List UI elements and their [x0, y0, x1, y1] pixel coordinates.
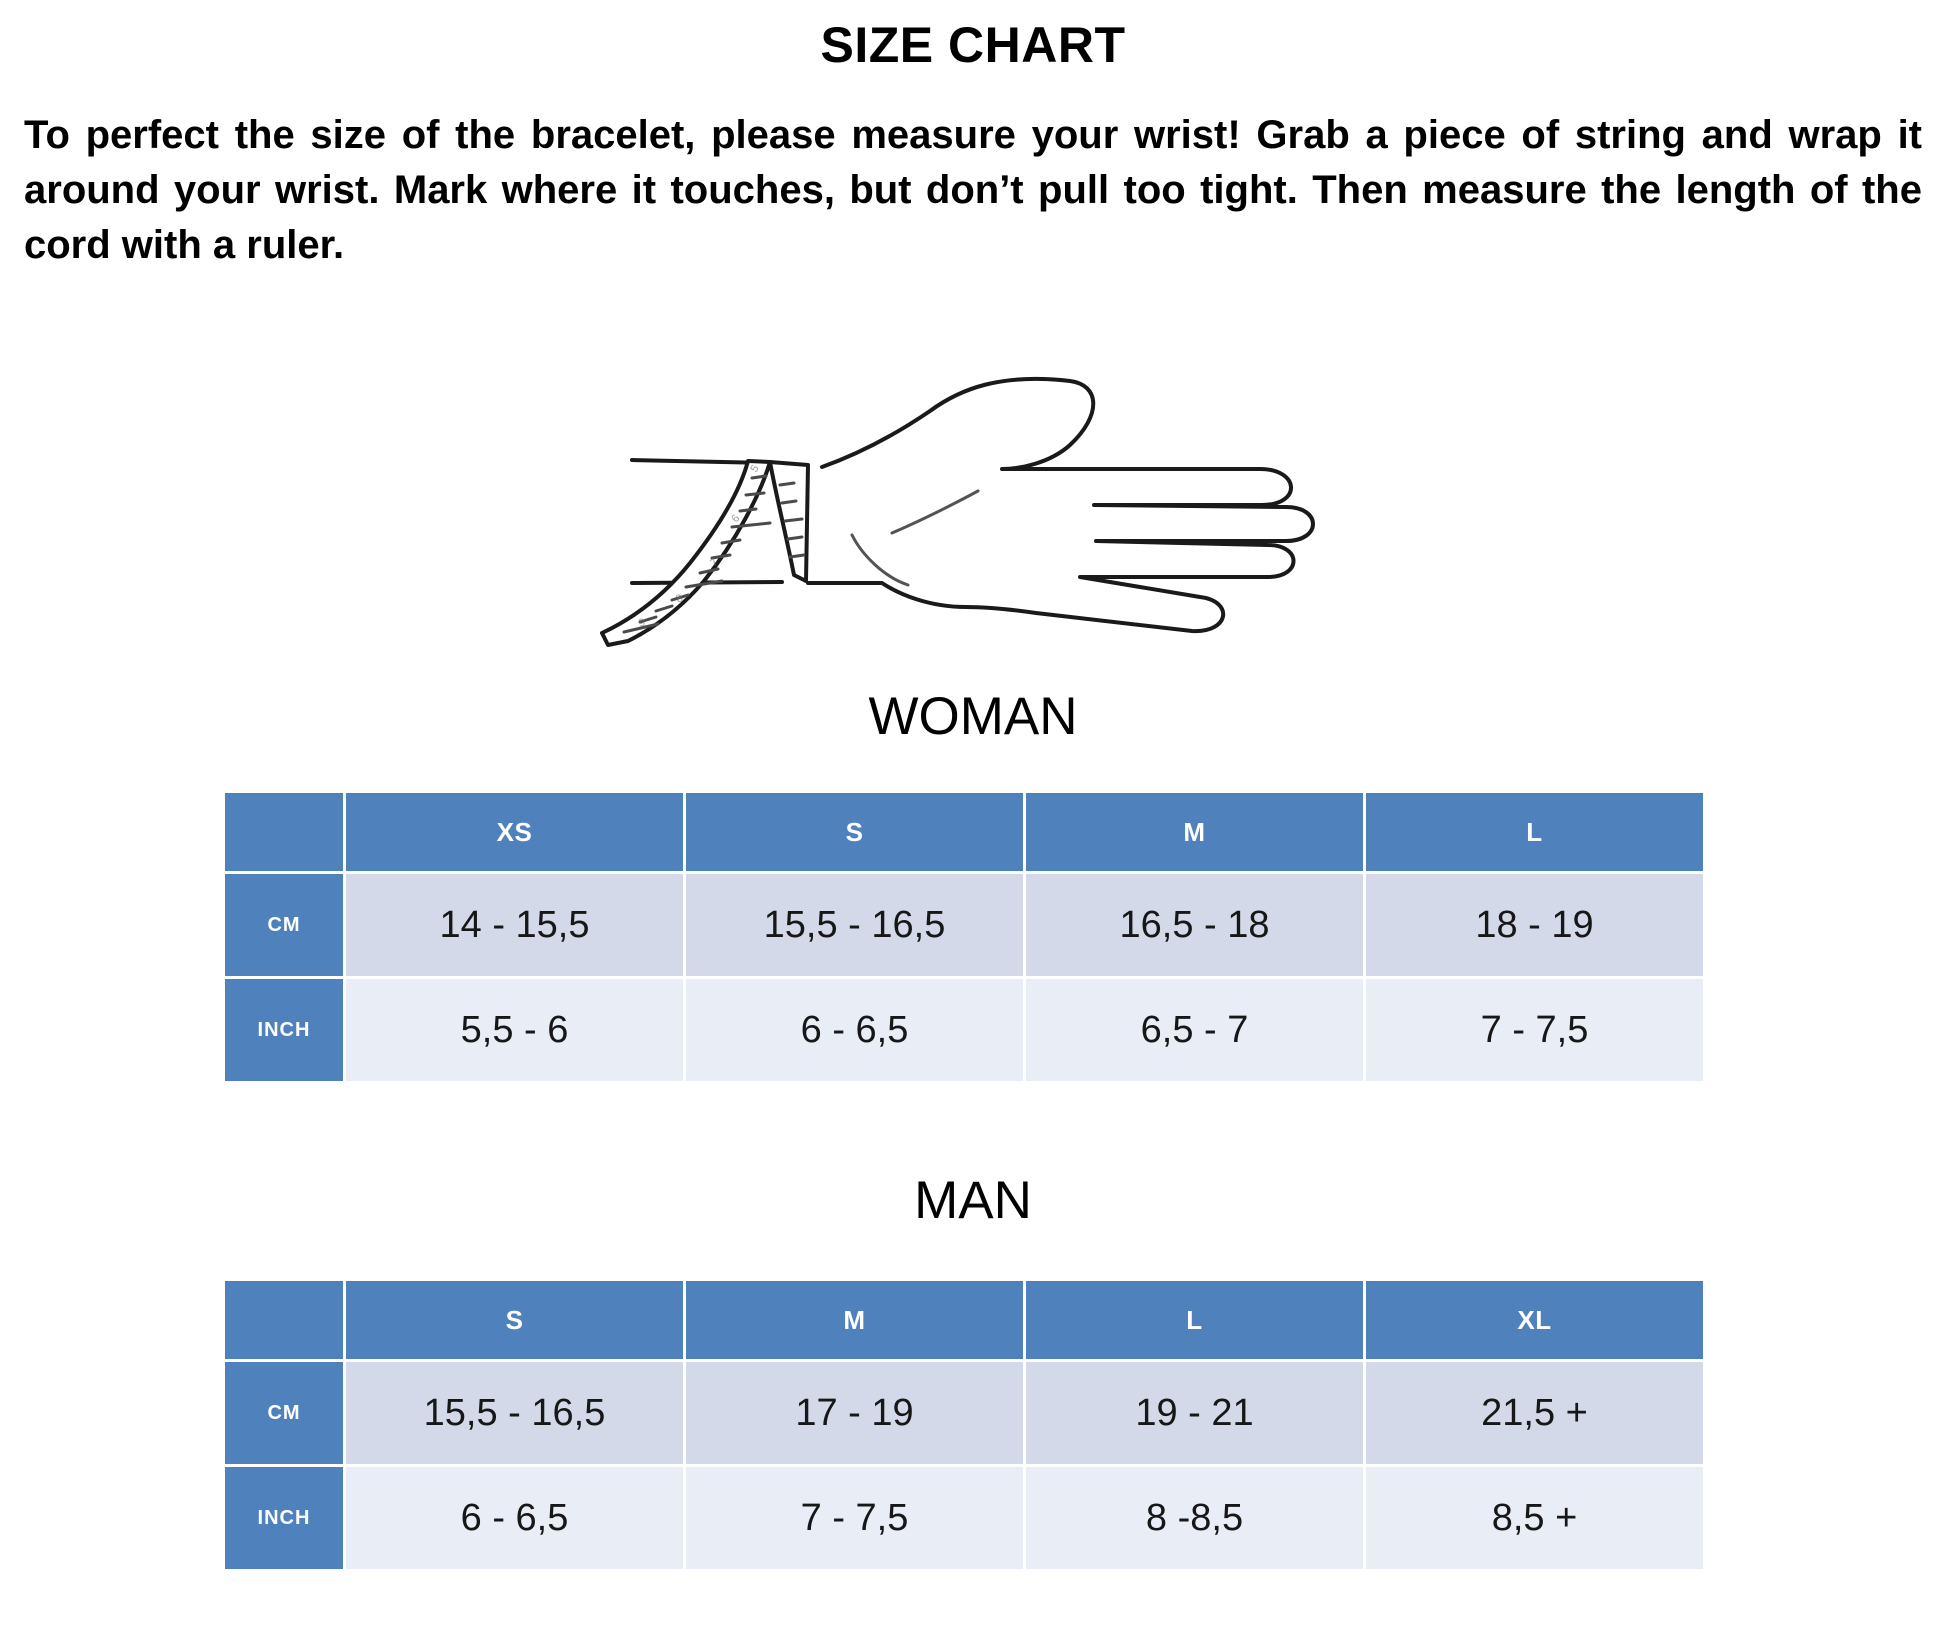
- header-corner-cell: [225, 793, 343, 871]
- page-title: SIZE CHART: [820, 17, 1126, 73]
- row-label-inch: INCH: [225, 1467, 343, 1569]
- section-heading-woman: WOMAN: [868, 687, 1078, 746]
- cell-man-inch-m: 7 - 7,5: [686, 1467, 1023, 1569]
- table-row-cm: CM 15,5 - 16,5 17 - 19 19 - 21 21,5 +: [225, 1362, 1703, 1464]
- cell-man-inch-s: 6 - 6,5: [346, 1467, 683, 1569]
- tape-tick-marks: [622, 474, 806, 634]
- cell-woman-inch-s: 6 - 6,5: [686, 979, 1023, 1081]
- table-header-row: XS S M L: [225, 793, 1703, 871]
- hand-with-measuring-tape-illustration: 5 6 7 8 9: [600, 345, 1340, 655]
- svg-text:8: 8: [674, 592, 685, 605]
- cell-woman-cm-xs: 14 - 15,5: [346, 874, 683, 976]
- cell-woman-cm-l: 18 - 19: [1366, 874, 1703, 976]
- hand-illustration-svg: 5 6 7 8 9: [600, 376, 1315, 647]
- cell-woman-inch-xs: 5,5 - 6: [346, 979, 683, 1081]
- cell-man-cm-xl: 21,5 +: [1366, 1362, 1703, 1464]
- column-header-s: S: [686, 793, 1023, 871]
- row-label-cm: CM: [225, 1362, 343, 1464]
- column-header-l: L: [1366, 793, 1703, 871]
- cell-woman-inch-m: 6,5 - 7: [1026, 979, 1363, 1081]
- measuring-tape: 5 6 7 8 9: [600, 459, 810, 647]
- table-body-man: CM 15,5 - 16,5 17 - 19 19 - 21 21,5 + IN…: [225, 1362, 1703, 1569]
- row-label-cm: CM: [225, 874, 343, 976]
- header-corner-cell: [225, 1281, 343, 1359]
- cell-man-inch-l: 8 -8,5: [1026, 1467, 1363, 1569]
- table-row-cm: CM 14 - 15,5 15,5 - 16,5 16,5 - 18 18 - …: [225, 874, 1703, 976]
- cell-man-cm-s: 15,5 - 16,5: [346, 1362, 683, 1464]
- column-header-m: M: [686, 1281, 1023, 1359]
- cell-woman-inch-l: 7 - 7,5: [1366, 979, 1703, 1081]
- table-body-woman: CM 14 - 15,5 15,5 - 16,5 16,5 - 18 18 - …: [225, 874, 1703, 1081]
- table-row-inch: INCH 6 - 6,5 7 - 7,5 8 -8,5 8,5 +: [225, 1467, 1703, 1569]
- cell-man-cm-l: 19 - 21: [1026, 1362, 1363, 1464]
- column-header-xl: XL: [1366, 1281, 1703, 1359]
- cell-woman-cm-m: 16,5 - 18: [1026, 874, 1363, 976]
- row-label-inch: INCH: [225, 979, 343, 1081]
- cell-man-inch-xl: 8,5 +: [1366, 1467, 1703, 1569]
- size-table-man: S M L XL CM 15,5 - 16,5 17 - 19 19 - 21 …: [222, 1278, 1706, 1572]
- intro-paragraph: To perfect the size of the bracelet, ple…: [24, 108, 1922, 273]
- column-header-l: L: [1026, 1281, 1363, 1359]
- intro-text: To perfect the size of the bracelet, ple…: [24, 113, 1922, 267]
- svg-text:5: 5: [748, 463, 761, 475]
- table-head-man: S M L XL: [225, 1281, 1703, 1359]
- section-heading-man: MAN: [914, 1171, 1032, 1230]
- svg-text:9: 9: [637, 617, 647, 630]
- size-table-woman: XS S M L CM 14 - 15,5 15,5 - 16,5 16,5 -…: [222, 790, 1706, 1084]
- cell-man-cm-m: 17 - 19: [686, 1362, 1023, 1464]
- table-head-woman: XS S M L: [225, 793, 1703, 871]
- column-header-m: M: [1026, 793, 1363, 871]
- cell-woman-cm-s: 15,5 - 16,5: [686, 874, 1023, 976]
- column-header-s: S: [346, 1281, 683, 1359]
- table-row-inch: INCH 5,5 - 6 6 - 6,5 6,5 - 7 7 - 7,5: [225, 979, 1703, 1081]
- column-header-xs: XS: [346, 793, 683, 871]
- table-header-row: S M L XL: [225, 1281, 1703, 1359]
